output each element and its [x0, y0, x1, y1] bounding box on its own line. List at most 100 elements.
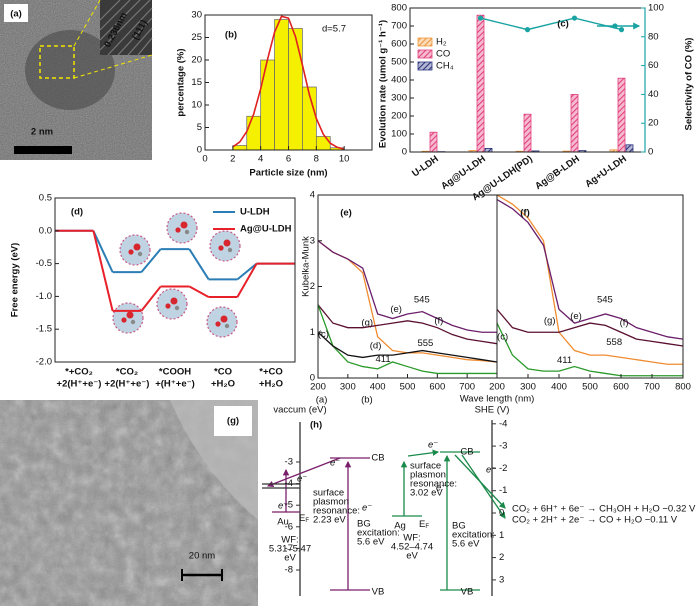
y2-tick-label: 0 — [648, 147, 653, 158]
y-tick-label: 5 — [197, 122, 202, 133]
bar — [571, 94, 578, 152]
diagram-text: eV — [284, 553, 296, 564]
y-axis-label: Evolution rate (umol g⁻¹ h⁻¹) — [378, 20, 389, 148]
x-tick-label: 800 — [675, 382, 691, 393]
cluster — [210, 231, 240, 261]
energy-connector — [237, 264, 256, 280]
annotation: 555 — [417, 338, 433, 349]
bar — [289, 29, 303, 151]
molecule-atom — [127, 312, 134, 319]
panel-label: (c) — [557, 19, 569, 30]
selectivity-point — [572, 15, 577, 20]
panel-label: (g) — [227, 416, 239, 427]
energy-connector — [189, 287, 208, 297]
annotation: 545 — [597, 295, 613, 306]
curve-label: (e) — [390, 304, 402, 315]
electron-label: e⁻ — [278, 501, 288, 512]
annotation: (b) — [361, 394, 373, 405]
panel-label: (f) — [520, 208, 530, 219]
legend-swatch — [418, 50, 432, 58]
y-tick-label: 15 — [191, 77, 202, 88]
diagram-text: VB — [461, 587, 474, 598]
spectrum-line — [497, 200, 683, 340]
y-tick-label: 0.5 — [39, 193, 52, 204]
diagram-text: Ag — [394, 521, 406, 532]
annotation: 558 — [606, 337, 622, 348]
legend-label: H₂ — [436, 37, 447, 48]
molecule-atom — [165, 303, 170, 308]
cluster — [157, 289, 187, 319]
x-tick-label: 600 — [429, 382, 445, 393]
cluster — [113, 303, 143, 333]
diagram-text: CB — [460, 447, 473, 458]
y-tick-label: 25 — [191, 32, 202, 43]
curve-label: (c) — [318, 329, 329, 340]
molecule-atom — [128, 249, 133, 254]
energy-connector — [93, 231, 112, 311]
diagram-text: Au — [277, 517, 289, 528]
x-tick-label: *COOH — [159, 367, 191, 378]
x-axis-label: Wave length (nm) — [460, 394, 535, 405]
y-tick-label: -0.5 — [36, 258, 52, 269]
subscript: F — [305, 518, 309, 524]
legend-label: CO — [436, 49, 450, 60]
y-axis-label: percentage (%) — [176, 48, 187, 116]
molecule-atom — [131, 320, 135, 324]
selectivity-point — [478, 15, 483, 20]
y2-tick-label: -4 — [499, 418, 507, 429]
panel-label: (a) — [10, 9, 22, 20]
x-tick-label: +2(H⁺+e⁻) — [105, 379, 150, 390]
y-tick-label: 200 — [391, 111, 407, 122]
selectivity-point — [619, 27, 624, 32]
legend-swatch — [418, 38, 432, 46]
diagram-text: EF — [299, 513, 309, 524]
diagram-text: 5.6 eV — [452, 539, 480, 550]
diagram-text: VB — [372, 587, 385, 598]
energy-connector — [237, 264, 256, 297]
x-tick-label: 300 — [340, 382, 356, 393]
bar — [316, 137, 330, 151]
curve-label: (c) — [497, 331, 508, 342]
diagram-text: CO₂ + 2H⁺ + 2e⁻ → CO + H₂O −0.11 V — [512, 515, 678, 526]
scale-bar-label: 2 nm — [31, 127, 53, 138]
x-tick-label: 2 — [230, 154, 235, 165]
legend-label: U-LDH — [240, 207, 270, 218]
x-tick-label: +(H⁺+e⁻) — [155, 379, 195, 390]
y2-tick-label: 80 — [648, 31, 659, 42]
x-tick-label: Ag@B-LDH — [533, 153, 582, 192]
bar — [261, 60, 275, 150]
y-tick-label: 0 — [310, 373, 315, 384]
y-tick-label: -1.5 — [36, 324, 52, 335]
plot-frame — [497, 195, 683, 378]
y-tick-label: 100 — [391, 129, 407, 140]
tem-image-g — [0, 400, 258, 606]
axis-title: SHE (V) — [475, 405, 510, 416]
spectrum-line — [318, 241, 497, 333]
y-tick-label: -1.0 — [36, 291, 52, 302]
molecule-atom — [218, 245, 223, 250]
x-tick-label: 10 — [339, 154, 350, 165]
molecule-atom — [225, 324, 229, 328]
y-tick-label: 10 — [191, 100, 202, 111]
x-tick-label: *CO — [214, 367, 232, 378]
curve-label: (d) — [370, 340, 382, 351]
y-tick-label: 20 — [191, 55, 202, 66]
x-tick-label: 600 — [613, 382, 629, 393]
annotation: d=5.7 — [322, 24, 346, 35]
spectrum-line — [318, 241, 497, 362]
y-tick-label: 0 — [197, 145, 202, 156]
curve-label: (f) — [620, 318, 629, 329]
diagram-text: EF — [419, 519, 429, 530]
scale-bar — [14, 146, 72, 154]
electron-label: e⁻ — [428, 440, 438, 451]
legend-label: Ag@U-LDH — [240, 224, 292, 235]
x-tick-label: 6 — [286, 154, 291, 165]
y2-tick-label: 60 — [648, 60, 659, 71]
cluster — [167, 213, 197, 243]
x-tick-label: 500 — [582, 382, 598, 393]
diagram-text: CO₂ + 6H⁺ + 6e⁻ → CH₃OH + H₂O −0.32 V — [512, 504, 696, 515]
bar — [275, 20, 289, 151]
x-tick-label: 700 — [459, 382, 475, 393]
cluster — [120, 235, 150, 265]
